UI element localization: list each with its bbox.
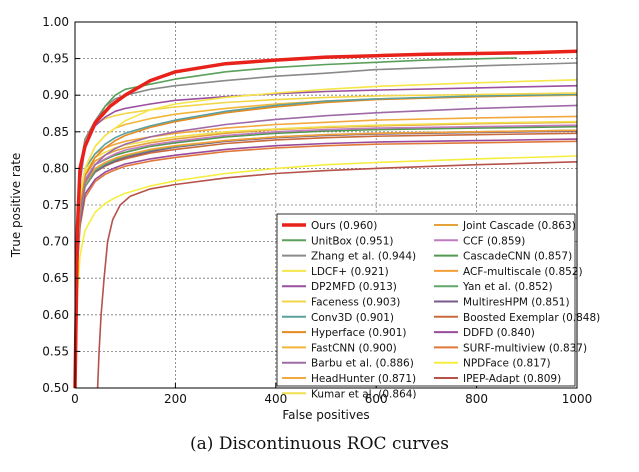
- y-tick-label-10: 1.00: [42, 15, 69, 29]
- legend-entry-5: Faceness (0.903): [311, 297, 400, 309]
- legend-entry-14: CascadeCNN (0.857): [463, 251, 572, 263]
- legend-entry-13: CCF (0.859): [463, 235, 525, 247]
- series-line-21: [74, 155, 578, 389]
- series-lines: [73, 49, 578, 389]
- x-tick-label-2: 400: [264, 392, 287, 406]
- x-tick-label-0: 0: [71, 392, 79, 406]
- axis-ticks: 0 200 400 600 800 1000 0.50 0.55 0.60 0.65 0.70 0.7…: [42, 15, 592, 406]
- legend-entry-6: Conv3D (0.901): [311, 312, 394, 324]
- x-tick-label-4: 800: [465, 392, 488, 406]
- x-tick-label-3: 600: [365, 392, 388, 406]
- y-tick-label-7: 0.85: [42, 125, 69, 139]
- y-tick-label-0: 0.50: [42, 381, 69, 395]
- legend-entry-10: HeadHunter (0.871): [311, 373, 416, 385]
- y-tick-label-5: 0.75: [42, 198, 69, 212]
- legend-entry-8: FastCNN (0.900): [311, 342, 397, 354]
- y-tick-label-2: 0.60: [42, 308, 69, 322]
- legend-entry-15: ACF-multiscale (0.852): [463, 266, 583, 278]
- figure-caption: (a) Discontinuous ROC curves: [190, 434, 449, 454]
- series-line-9: [74, 104, 578, 389]
- y-tick-label-4: 0.70: [42, 235, 69, 249]
- legend-entry-20: SURF-multiview (0.837): [463, 342, 587, 354]
- legend-entry-11: Kumar et al. (0.864): [311, 388, 417, 400]
- series-line-22: [96, 161, 578, 389]
- legend-entry-21: NPDFace (0.817): [463, 358, 551, 370]
- series-line-19: [74, 138, 578, 389]
- legend-entry-18: Boosted Exemplar (0.848): [463, 312, 600, 324]
- y-tick-label-6: 0.80: [42, 161, 69, 175]
- legend-entry-22: IPEP-Adapt (0.809): [463, 373, 561, 385]
- x-tick-label-1: 200: [164, 392, 187, 406]
- legend-entry-3: LDCF+ (0.921): [311, 266, 389, 278]
- legend-entry-19: DDFD (0.840): [463, 327, 535, 339]
- legend-entry-17: MultiresHPM (0.851): [463, 297, 570, 309]
- x-tick-label-5: 1000: [562, 392, 593, 406]
- series-line-0: [73, 49, 578, 389]
- y-tick-label-3: 0.65: [42, 271, 69, 285]
- series-line-3: [74, 79, 578, 389]
- y-axis-label: True positive rate: [9, 153, 23, 259]
- legend-entry-2: Zhang et al. (0.944): [311, 251, 416, 263]
- legend-entry-12: Joint Cascade (0.863): [462, 220, 576, 232]
- y-tick-label-8: 0.90: [42, 88, 69, 102]
- y-tick-label-1: 0.55: [42, 344, 69, 358]
- legend-entry-7: Hyperface (0.901): [311, 327, 407, 339]
- legend-entry-4: DP2MFD (0.913): [311, 281, 397, 293]
- legend-entry-1: UnitBox (0.951): [311, 235, 393, 247]
- legend-entry-9: Barbu et al. (0.886): [311, 358, 414, 370]
- legend: Ours (0.960) UnitBox (0.951) Zhang et al. …: [276, 213, 600, 400]
- legend-entry-0: Ours (0.960): [311, 220, 377, 232]
- x-axis-label: False positives: [282, 408, 369, 422]
- y-tick-label-9: 0.95: [42, 52, 69, 66]
- roc-chart: 0 200 400 600 800 1000 0.50 0.55 0.60 0.65 0.70 0.7…: [9, 15, 600, 422]
- series-line-7: [74, 93, 578, 389]
- legend-entry-16: Yan et al. (0.852): [462, 281, 553, 293]
- legend-box: [276, 213, 576, 387]
